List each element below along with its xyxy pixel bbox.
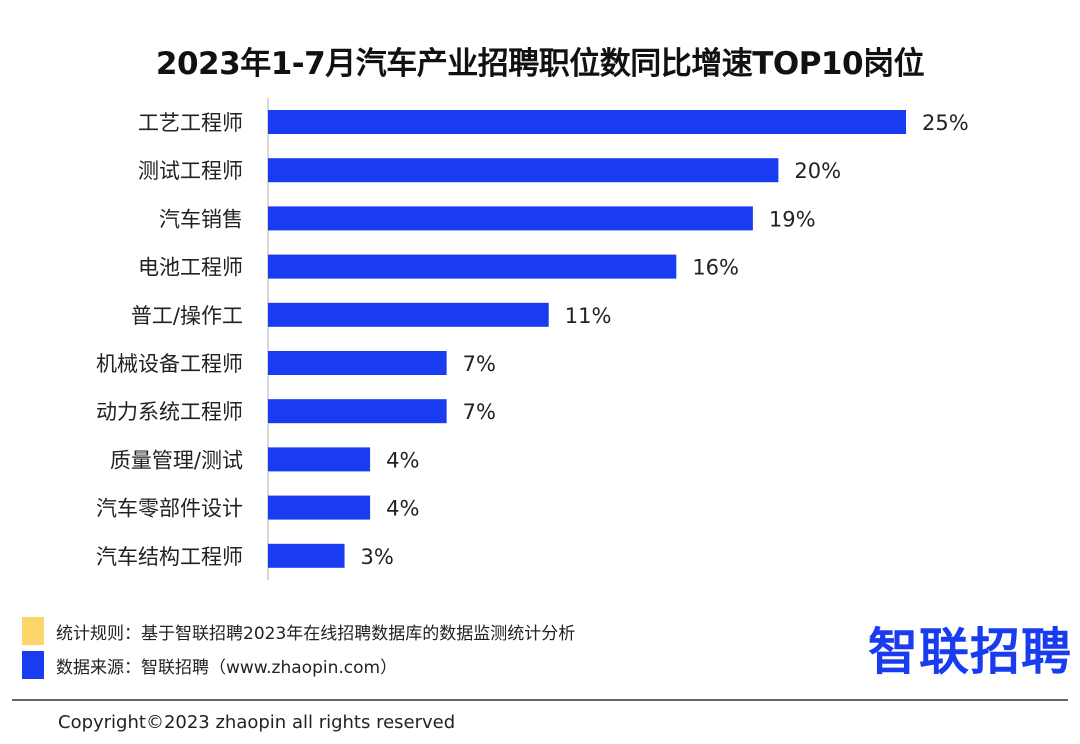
data-label: 19% [769,207,816,231]
divider [12,699,1068,701]
data-label: 25% [922,111,969,135]
bar [268,206,753,231]
bar [268,495,371,520]
category-label: 测试工程师 [138,159,243,183]
category-label: 动力系统工程师 [96,400,243,424]
data-label: 7% [463,352,496,376]
bar-chart: 工艺工程师 25% 测试工程师 20% 汽车销售 19% 电池工程师 16% 普工/操作工 11%… [96,98,969,580]
category-label: 汽车零部件设计 [96,497,243,521]
bar [268,543,345,568]
bar [268,399,447,424]
legend-item-rule: 统计规则：基于智联招聘2023年在线招聘数据库的数据监测统计分析 [22,617,575,645]
bar [268,447,371,472]
data-label: 7% [463,400,496,424]
category-label: 工艺工程师 [138,111,243,135]
bar [268,110,906,134]
data-label: 20% [794,159,841,183]
copyright-text: Copyright©2023 zhaopin all rights reserv… [58,712,456,733]
legend-text-source: 数据来源：智联招聘（www.zhaopin.com） [56,657,398,678]
legend-text-rule: 统计规则：基于智联招聘2023年在线招聘数据库的数据监测统计分析 [56,623,576,644]
legend-swatch-yellow [22,617,44,645]
category-label: 质量管理/测试 [110,448,243,472]
bar [268,254,677,279]
category-label: 机械设备工程师 [96,352,243,376]
zhaopin-logo: 智联招聘 [868,623,1072,681]
bar [268,158,779,183]
category-label: 汽车销售 [159,207,243,231]
data-label: 4% [386,448,419,472]
category-label: 汽车结构工程师 [96,545,243,569]
legend-item-source: 数据来源：智联招聘（www.zhaopin.com） [22,651,397,679]
legend-swatch-blue [22,651,44,679]
data-label: 11% [565,304,612,328]
data-label: 4% [386,497,419,521]
bar [268,302,549,327]
data-label: 3% [361,545,394,569]
category-label: 普工/操作工 [131,304,243,328]
category-label: 电池工程师 [138,256,243,280]
data-label: 16% [692,256,739,280]
chart-title: 2023年1-7月汽车产业招聘职位数同比增速TOP10岗位 [155,46,925,82]
bar [268,351,447,375]
